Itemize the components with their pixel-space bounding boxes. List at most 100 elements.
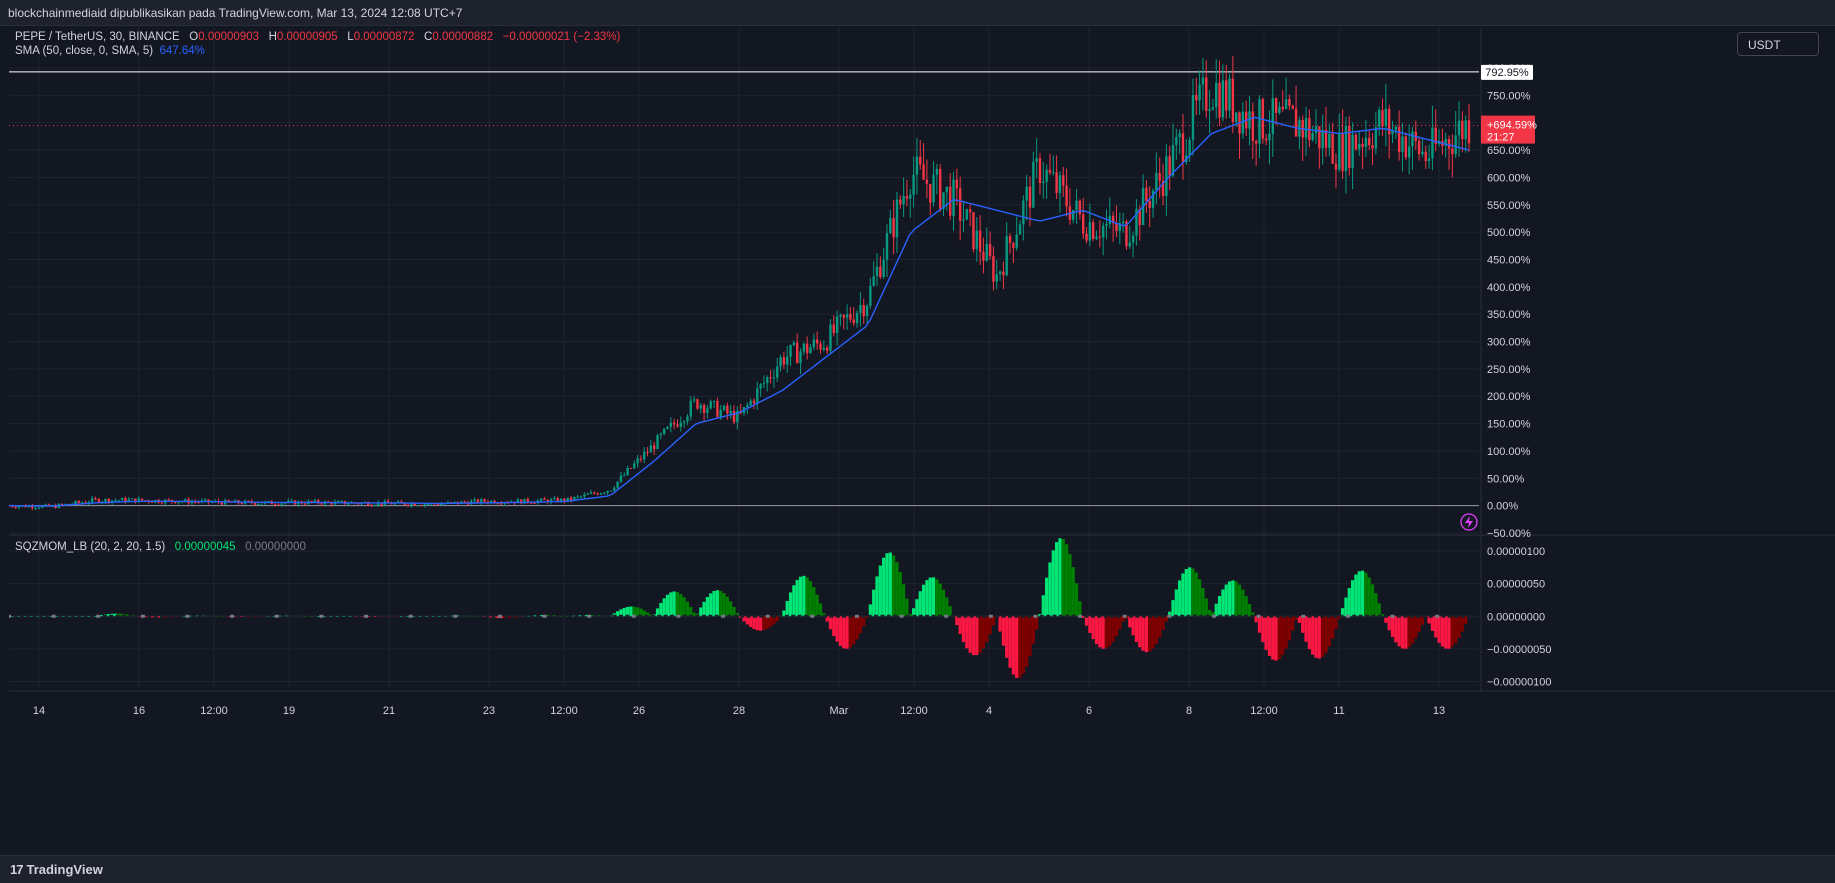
squeeze-dot (1262, 614, 1267, 618)
candle-body (965, 209, 969, 220)
price-tick-label: 450.00% (1487, 254, 1531, 266)
momentum-bar (1360, 570, 1365, 617)
squeeze-dot (1001, 614, 1006, 618)
momentum-bar (1064, 544, 1069, 617)
candle-body (646, 451, 649, 453)
candle-body (260, 503, 263, 505)
squeeze-dot (281, 614, 286, 618)
candle-body (1198, 84, 1201, 101)
candle-body (1454, 135, 1457, 155)
squeeze-dot (140, 614, 145, 618)
momentum-bar (988, 616, 992, 635)
candle-body (1291, 105, 1294, 109)
momentum-bar (1131, 616, 1135, 636)
candle-body (386, 501, 390, 504)
momentum-bar (882, 557, 886, 617)
momentum-bar (1198, 579, 1202, 617)
momentum-bar (93, 616, 98, 617)
candle-body (347, 503, 350, 505)
momentum-bar (233, 616, 237, 617)
momentum-bar (682, 597, 686, 617)
squeeze-dot (1027, 614, 1032, 618)
squeeze-dot (1441, 614, 1446, 618)
candle-body (1348, 125, 1351, 169)
candle-body (80, 502, 84, 504)
currency-selector[interactable]: USDT (1737, 32, 1819, 56)
momentum-bar (1317, 616, 1321, 659)
candle-body (845, 314, 849, 318)
momentum-bar (1261, 616, 1265, 643)
momentum-bar (968, 616, 972, 653)
candle-body (882, 259, 885, 277)
candle-body (1384, 108, 1388, 127)
sma-legend[interactable]: SMA (50, close, 0, SMA, 5) 647.64% (15, 45, 205, 57)
candle-body (815, 339, 819, 344)
chart-frame[interactable]: −50.00% 0.00% 50.00% 100.00% 150.00% 200.00% 2… (9, 28, 1835, 853)
squeeze-dot (223, 614, 228, 618)
candle-body (992, 256, 995, 282)
candle-body (1165, 156, 1168, 197)
momentum-bar (908, 613, 912, 617)
candle-body (1381, 109, 1384, 127)
squeeze-dot (1129, 614, 1134, 618)
momentum-bar (898, 571, 902, 617)
candle-body (656, 435, 659, 450)
squeeze-dot (1090, 614, 1095, 618)
candle-body (190, 501, 194, 504)
momentum-bar (1101, 616, 1105, 649)
squeeze-dot (70, 614, 75, 618)
candle-body (563, 498, 566, 502)
candle-body (1431, 127, 1434, 159)
indicator-legend[interactable]: SQZMOM_LB (20, 2, 20, 1.5) 0.00000045 0.… (15, 541, 306, 553)
candle-body (982, 251, 985, 261)
candle-body (865, 305, 869, 317)
momentum-bar (107, 614, 111, 617)
candle-body (1008, 235, 1012, 243)
momentum-bar (1084, 616, 1089, 626)
symbol-label[interactable]: PEPE / TetherUS, 30, BINANCE (15, 31, 180, 43)
candle-body (686, 416, 689, 422)
chart-svg[interactable]: −50.00% 0.00% 50.00% 100.00% 150.00% 200.00% 2… (9, 28, 1835, 853)
squeeze-dot (287, 614, 292, 618)
momentum-bar (1191, 568, 1195, 617)
time-tick-label: 26 (633, 705, 645, 717)
momentum-bar (1015, 616, 1019, 678)
candle-body (90, 498, 94, 503)
candle-body (583, 494, 586, 497)
momentum-bar (1071, 567, 1075, 617)
squeeze-dot (861, 614, 866, 618)
momentum-bar (732, 606, 736, 617)
tradingview-brand[interactable]: 17 TradingView (10, 862, 103, 877)
momentum-bar (912, 608, 916, 617)
squeeze-dot (606, 614, 611, 618)
candle-body (1028, 186, 1032, 208)
momentum-tick-label: 0.00000100 (1487, 546, 1545, 558)
momentum-bar (1460, 616, 1464, 632)
squeeze-dot (485, 614, 490, 618)
candle-body (539, 498, 543, 501)
momentum-bar (815, 594, 819, 617)
candle-body (1344, 125, 1348, 172)
momentum-bar (935, 579, 939, 617)
momentum-bar (1207, 609, 1212, 617)
candle-body (885, 233, 889, 260)
squeeze-dot (1422, 614, 1427, 618)
candle-body (892, 217, 895, 238)
momentum-bar (1254, 616, 1258, 623)
momentum-bar (1141, 616, 1145, 651)
candle-body (549, 499, 553, 503)
squeeze-dot (1148, 614, 1153, 618)
squeeze-dot (1014, 614, 1019, 618)
squeeze-dot (115, 614, 120, 618)
momentum-bar (246, 616, 251, 617)
candle-body (1048, 169, 1052, 173)
momentum-bar (685, 601, 690, 617)
price-tick-label: 750.00% (1487, 90, 1531, 102)
squeeze-dot (880, 614, 885, 618)
candle-body (257, 503, 260, 505)
momentum-bar (1287, 616, 1292, 641)
momentum-bar (722, 593, 726, 617)
momentum-bar (1058, 538, 1062, 617)
candle-body (160, 502, 164, 504)
candle-body (1208, 109, 1211, 111)
